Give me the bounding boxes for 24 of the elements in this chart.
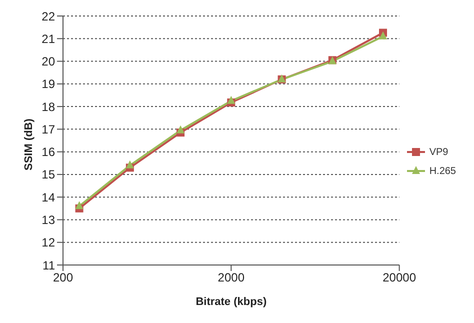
y-tick-label: 11 [42, 258, 56, 272]
y-tick-label: 17 [42, 122, 56, 136]
y-tick-label: 18 [42, 100, 56, 114]
legend-label: H.265 [429, 166, 456, 176]
y-tick-label: 12 [42, 236, 56, 250]
y-tick-label: 14 [42, 190, 56, 204]
legend-label: VP9 [429, 146, 448, 158]
y-axis-title: SSIM (dB) [22, 118, 35, 170]
y-tick-label: 22 [42, 9, 56, 24]
y-tick-label: 19 [42, 77, 56, 92]
y-tick-label: 16 [42, 145, 56, 160]
point [379, 31, 388, 40]
x-tick-label: 20000 [382, 270, 416, 285]
x-tick-label: 200 [52, 270, 74, 285]
point [227, 96, 236, 104]
point [126, 160, 134, 168]
point [176, 125, 185, 134]
point [75, 201, 84, 210]
y-tick-label: 15 [42, 168, 56, 182]
y-tick-label: 21 [42, 32, 56, 46]
x-tick-label: 2000 [218, 270, 245, 285]
y-tick-label: 20 [42, 54, 56, 69]
x-axis-title: Bitrate (kbps) [196, 296, 267, 308]
y-tick-label: 13 [42, 212, 56, 227]
